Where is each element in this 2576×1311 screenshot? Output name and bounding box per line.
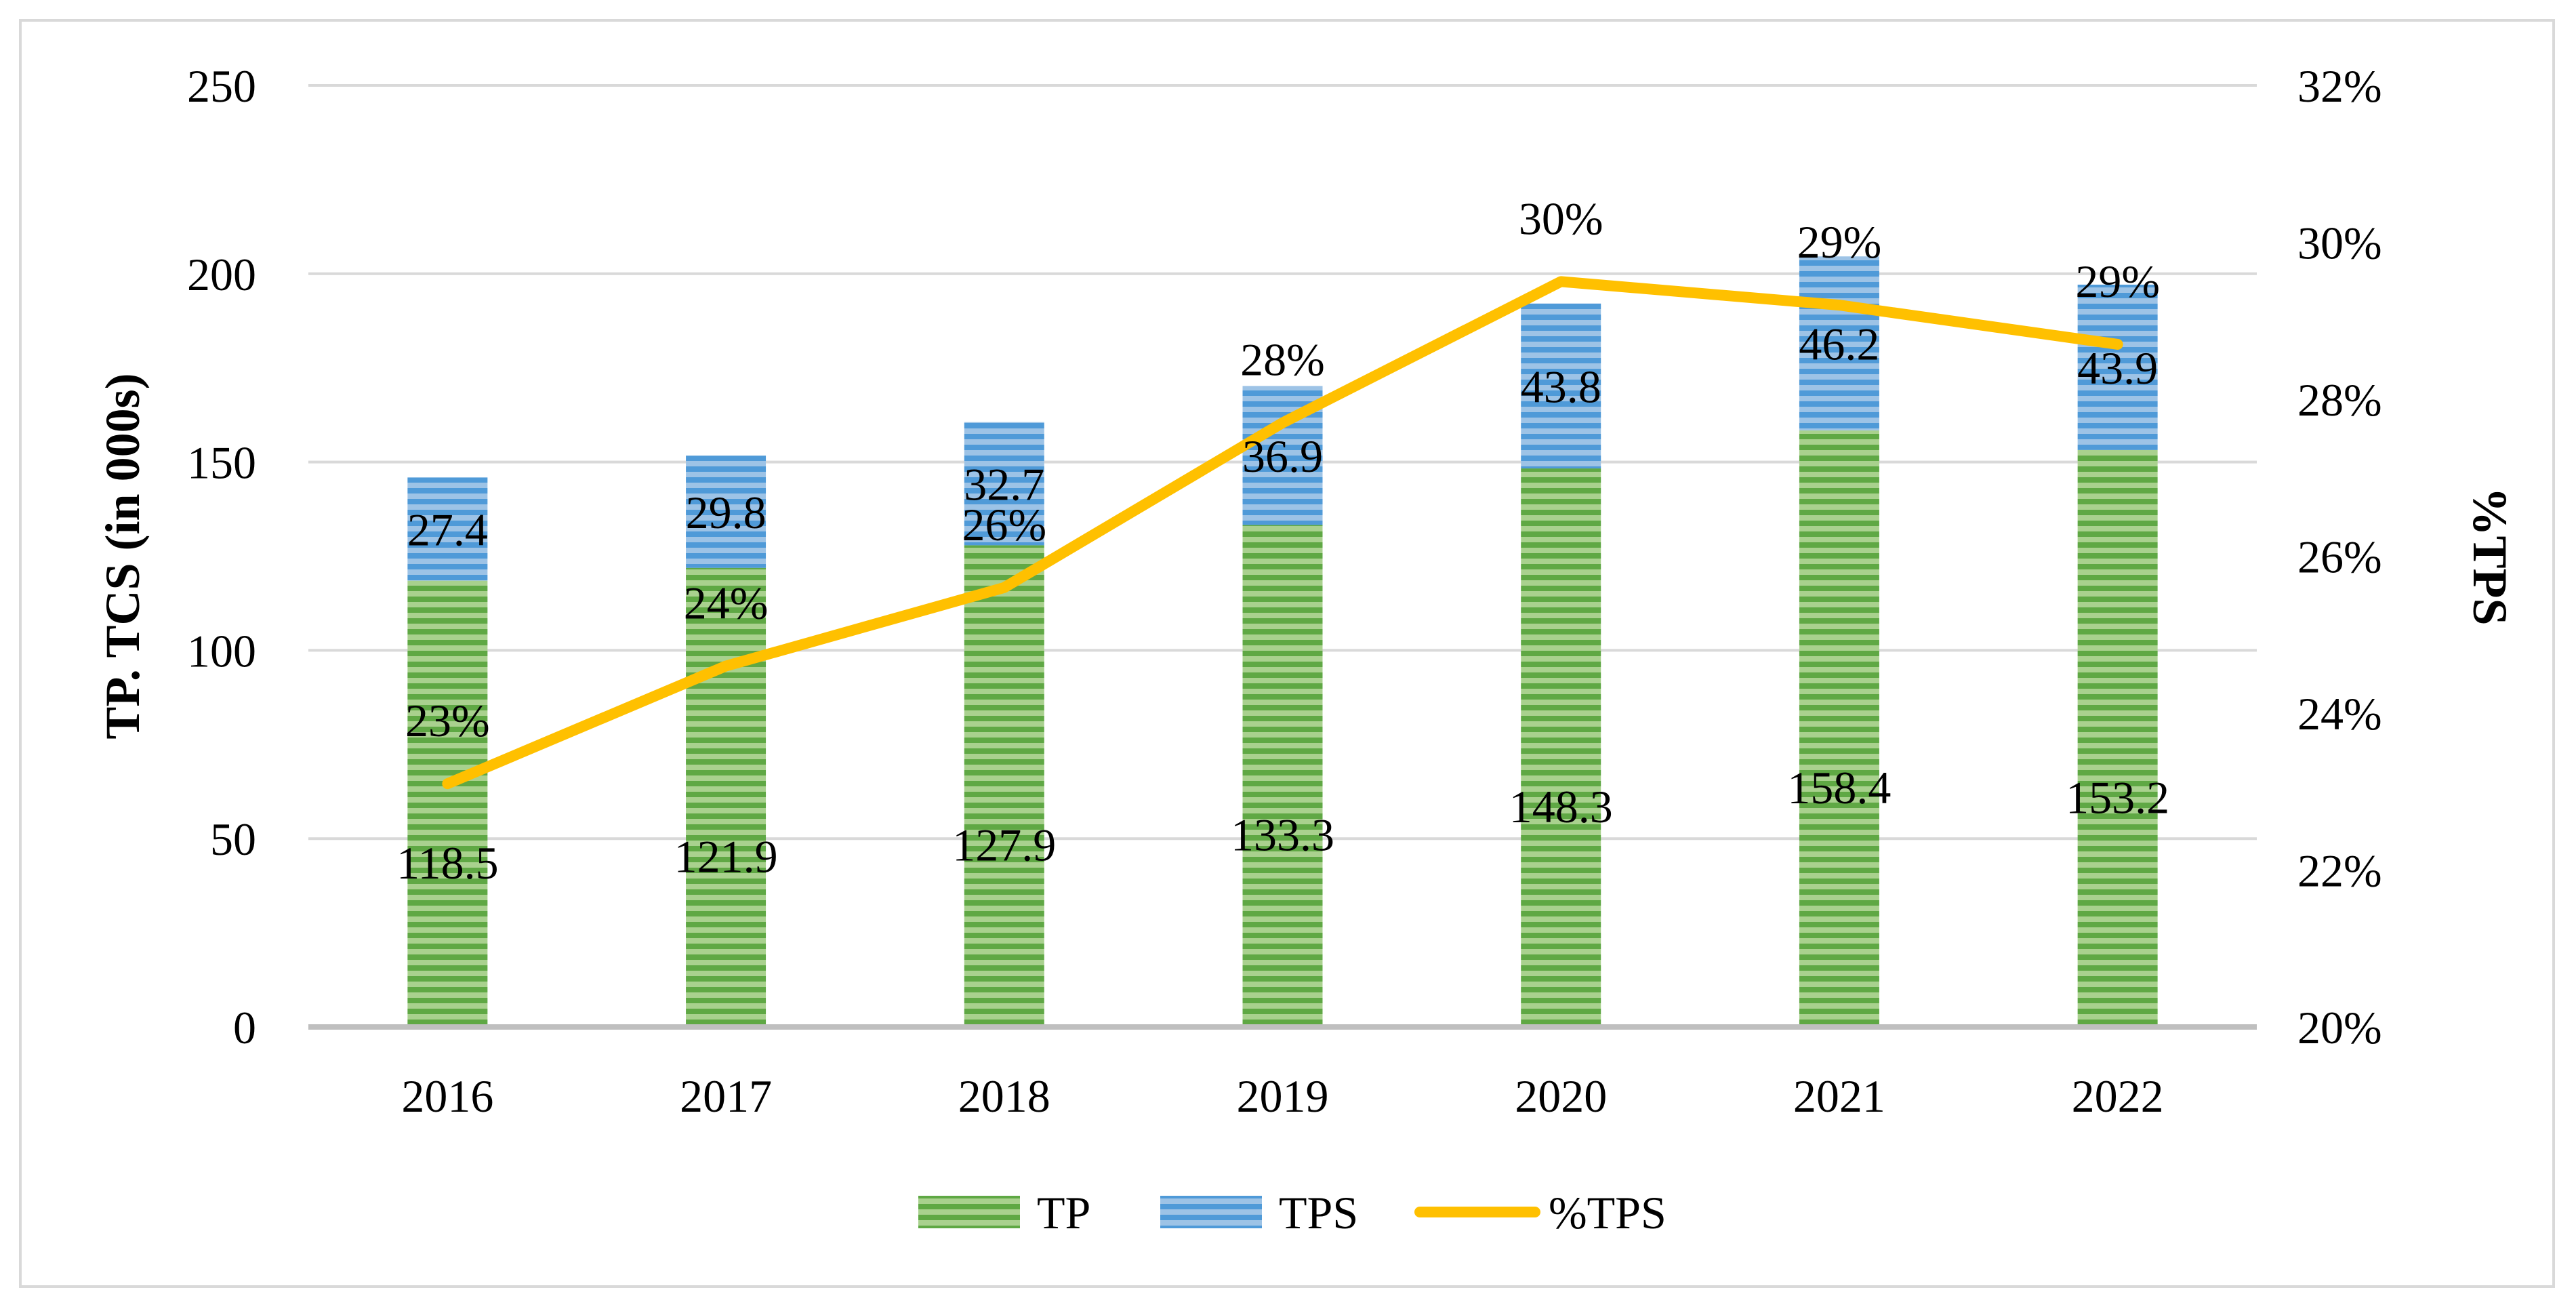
y2-tick-label: 28% <box>2297 374 2382 426</box>
y-axis-title: TP. TCS (in 000s) <box>96 373 150 739</box>
data-label-tp: 158.4 <box>1787 762 1891 813</box>
y-tick-label: 200 <box>187 249 256 300</box>
x-tick-label: 2018 <box>958 1070 1050 1122</box>
data-label-pct-tps: 28% <box>1240 334 1325 386</box>
data-label-tps: 27.4 <box>407 504 488 555</box>
y2-tick-label: 30% <box>2297 218 2382 269</box>
legend-label-tp: TP <box>1037 1187 1090 1238</box>
data-label-pct-tps: 24% <box>684 578 769 629</box>
data-label-tps: 46.2 <box>1799 319 1879 370</box>
y2-tick-label: 22% <box>2297 845 2382 897</box>
y-tick-label: 150 <box>187 437 256 489</box>
legend: TP TPS %TPS <box>918 1187 1667 1238</box>
x-tick-label: 2016 <box>401 1070 493 1122</box>
bar-tp <box>686 568 766 1027</box>
y-tick-label: 0 <box>233 1002 256 1053</box>
y-tick-label: 100 <box>187 625 256 677</box>
data-label-pct-tps: 29% <box>1797 216 1882 268</box>
y-tick-label: 250 <box>187 60 256 112</box>
bar-tp <box>2078 450 2158 1027</box>
data-label-tps: 43.9 <box>2077 342 2158 394</box>
x-tick-label: 2019 <box>1237 1070 1329 1122</box>
x-tick-label: 2017 <box>680 1070 772 1122</box>
legend-swatch-tp <box>918 1196 1020 1228</box>
data-label-tp: 153.2 <box>2066 771 2169 823</box>
chart: 118.527.423%121.929.824%127.932.726%133.… <box>0 0 2576 1311</box>
bar-tp <box>1799 430 1879 1027</box>
y-tick-label: 50 <box>210 813 256 865</box>
bar-tp <box>964 545 1044 1027</box>
data-label-pct-tps: 23% <box>405 695 490 746</box>
data-label-pct-tps: 29% <box>2075 256 2160 307</box>
data-label-tp: 118.5 <box>396 837 498 889</box>
y2-tick-label: 24% <box>2297 688 2382 740</box>
legend-label-pct-tps: %TPS <box>1549 1187 1667 1238</box>
data-label-pct-tps: 30% <box>1519 193 1603 244</box>
y2-tick-label: 20% <box>2297 1002 2382 1053</box>
data-label-tp: 127.9 <box>952 820 1056 871</box>
data-label-tp: 121.9 <box>674 830 778 882</box>
data-label-tp: 148.3 <box>1509 781 1613 832</box>
y2-tick-label: 32% <box>2297 60 2382 112</box>
y2-tick-label: 26% <box>2297 531 2382 583</box>
data-label-tp: 133.3 <box>1231 809 1334 861</box>
legend-label-tps: TPS <box>1279 1187 1358 1238</box>
data-label-tps: 36.9 <box>1242 430 1323 482</box>
bar-tp <box>407 581 487 1027</box>
x-tick-label: 2020 <box>1515 1070 1607 1122</box>
bar-tp <box>1243 525 1323 1027</box>
x-tick-label: 2021 <box>1793 1070 1885 1122</box>
legend-swatch-tps <box>1160 1196 1262 1228</box>
x-tick-label: 2022 <box>2072 1070 2164 1122</box>
data-label-tps: 43.8 <box>1521 361 1601 412</box>
data-label-tps: 29.8 <box>686 487 766 538</box>
y2-axis-title: %TPS <box>2463 487 2517 625</box>
data-label-pct-tps: 26% <box>962 499 1046 550</box>
bar-tp <box>1521 468 1601 1027</box>
